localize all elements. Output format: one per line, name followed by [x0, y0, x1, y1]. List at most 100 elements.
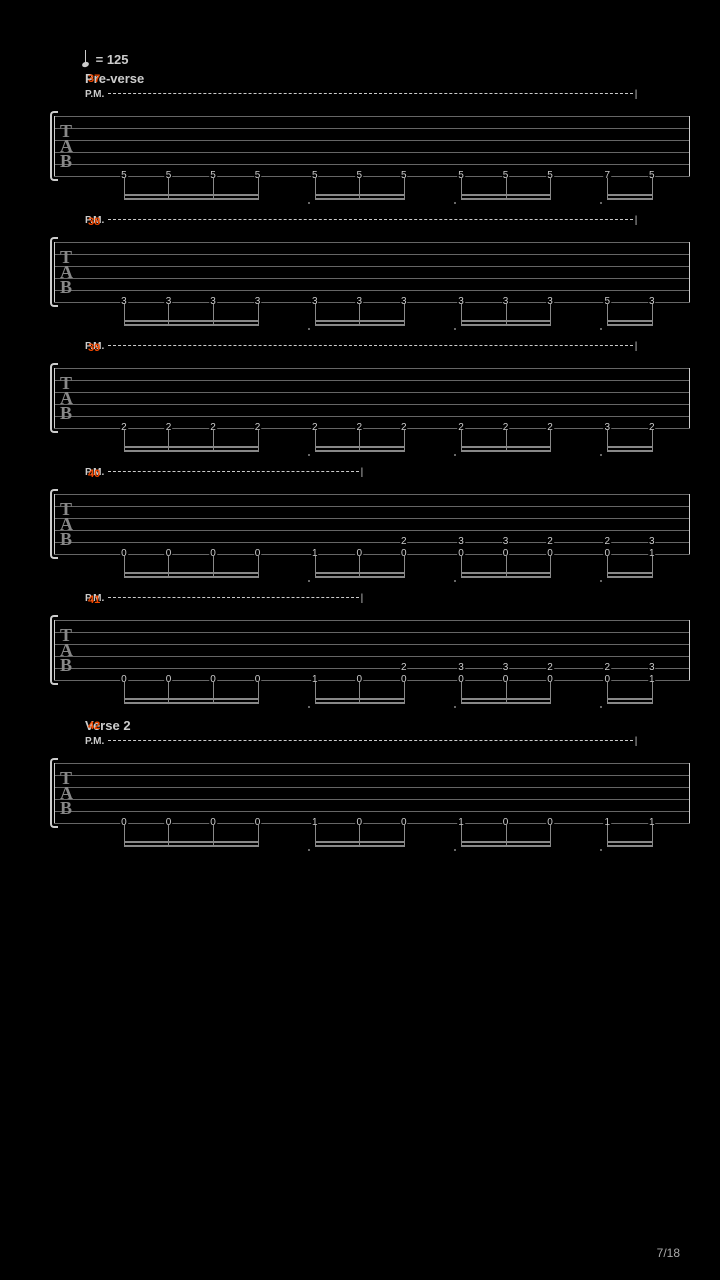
beam	[607, 698, 653, 700]
pm-end-marker: |	[635, 341, 638, 352]
beam	[315, 320, 405, 322]
stem	[506, 304, 507, 326]
stem	[213, 825, 214, 847]
rhythm-stems	[54, 178, 690, 206]
staff-line	[54, 644, 690, 645]
palm-mute-indicator: P.M.|	[85, 340, 690, 352]
beam	[461, 698, 551, 700]
stem	[213, 430, 214, 452]
tab-clef: T A B	[60, 250, 73, 295]
stem	[550, 825, 551, 847]
rhythm-dot	[600, 849, 602, 851]
stem	[315, 304, 316, 326]
measure: P.M.|38T A B333333333353	[30, 214, 690, 302]
staff-line	[54, 518, 690, 519]
staff-line	[54, 278, 690, 279]
stem	[168, 825, 169, 847]
barline	[689, 368, 690, 428]
beam	[461, 572, 551, 574]
stem	[124, 304, 125, 326]
stem	[550, 556, 551, 578]
rhythm-dot	[454, 706, 456, 708]
staff-line	[54, 242, 690, 243]
staff-line	[54, 164, 690, 165]
stem	[124, 682, 125, 704]
stem	[124, 178, 125, 200]
stem	[550, 178, 551, 200]
staff-line	[54, 506, 690, 507]
stem	[258, 825, 259, 847]
stem	[359, 556, 360, 578]
beam	[461, 576, 551, 578]
pm-dash-line	[108, 219, 632, 221]
stem	[168, 682, 169, 704]
beam	[315, 194, 405, 196]
beam	[607, 576, 653, 578]
stem	[652, 304, 653, 326]
stem	[258, 556, 259, 578]
rhythm-dot	[454, 328, 456, 330]
staff-line	[54, 152, 690, 153]
staff-line	[54, 266, 690, 267]
stem	[258, 304, 259, 326]
beam	[607, 198, 653, 200]
beam	[461, 450, 551, 452]
tab-clef: T A B	[60, 124, 73, 169]
staff-line	[54, 392, 690, 393]
stem	[359, 430, 360, 452]
beam	[461, 845, 551, 847]
stem	[124, 430, 125, 452]
pm-label: P.M.	[85, 736, 104, 747]
staff-line	[54, 128, 690, 129]
stem	[168, 178, 169, 200]
stem	[404, 304, 405, 326]
rhythm-dot	[600, 202, 602, 204]
bar-number: 42	[88, 720, 100, 732]
rhythm-dot	[454, 202, 456, 204]
stem	[652, 178, 653, 200]
bar-number: 39	[88, 342, 100, 354]
beam	[124, 702, 259, 704]
stem	[213, 682, 214, 704]
beam	[607, 450, 653, 452]
staff-line	[54, 680, 690, 681]
beam	[461, 320, 551, 322]
rhythm-dot	[308, 849, 310, 851]
tab-clef: T A B	[60, 771, 73, 816]
barline	[54, 116, 55, 176]
beam	[124, 572, 259, 574]
measure: Verse 2P.M.|42T A B000010010011	[30, 718, 690, 823]
staff-wrap: T A B333333333353	[54, 242, 690, 302]
beam	[124, 576, 259, 578]
palm-mute-indicator: P.M.|	[85, 466, 690, 478]
staff-line	[54, 530, 690, 531]
fret-number: 3	[648, 537, 656, 547]
staff-line	[54, 620, 690, 621]
section-label: Verse 2	[85, 718, 690, 733]
beam	[607, 324, 653, 326]
staff-line	[54, 368, 690, 369]
staff-line	[54, 554, 690, 555]
staff-line	[54, 176, 690, 177]
tab-clef: T A B	[60, 376, 73, 421]
pm-end-marker: |	[635, 89, 638, 100]
staff-line	[54, 775, 690, 776]
pm-dash-line	[108, 345, 632, 347]
stem	[168, 304, 169, 326]
barline	[689, 620, 690, 680]
staff-line	[54, 787, 690, 788]
stem	[607, 304, 608, 326]
stem	[652, 825, 653, 847]
stem	[506, 430, 507, 452]
staff-line	[54, 290, 690, 291]
pm-end-marker: |	[361, 467, 364, 478]
stem	[506, 556, 507, 578]
staff-line	[54, 632, 690, 633]
beam	[461, 841, 551, 843]
staff-line	[54, 494, 690, 495]
palm-mute-indicator: P.M.|	[85, 592, 690, 604]
fret-number: 3	[502, 663, 510, 673]
page-number: 7/18	[657, 1246, 680, 1260]
staff-line	[54, 302, 690, 303]
fret-number: 2	[400, 663, 408, 673]
